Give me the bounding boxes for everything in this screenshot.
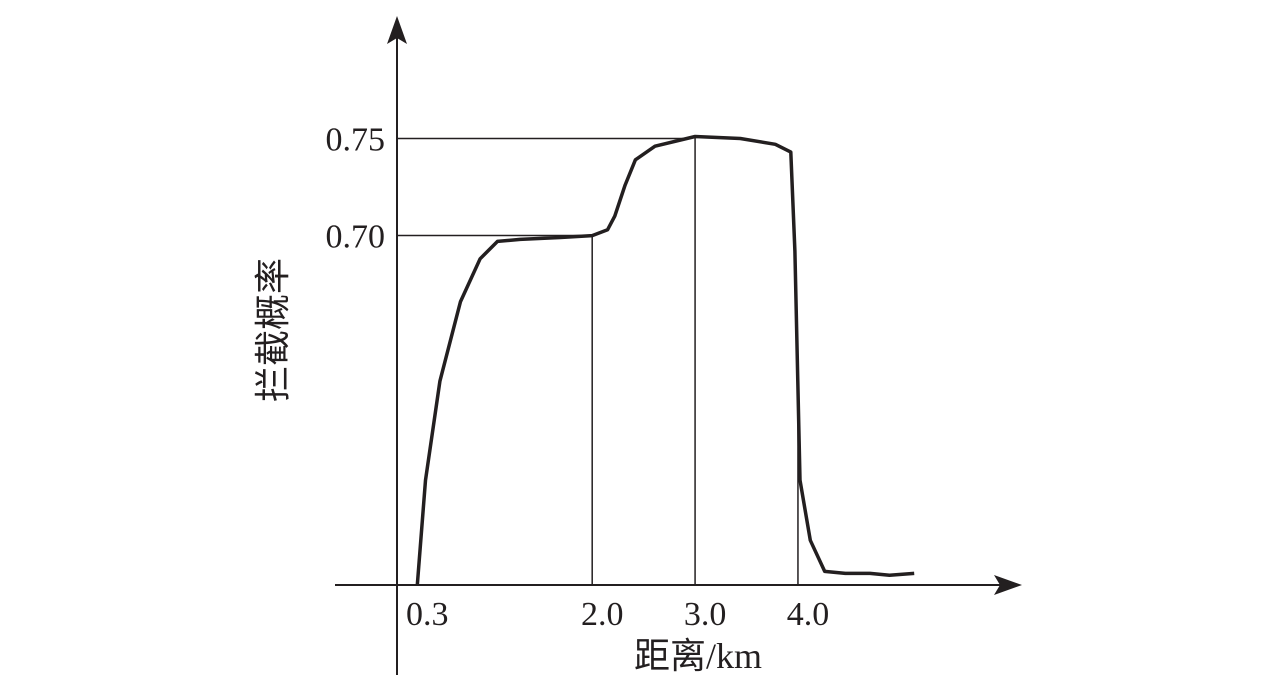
curve: [415, 134, 915, 586]
y-axis-arrow: [387, 16, 407, 44]
x-tick-label: 3.0: [684, 596, 727, 633]
x-axis-label: 距离/km: [634, 636, 762, 676]
x-axis-arrow: [994, 575, 1022, 595]
y-axis-label: 拦截概率: [253, 258, 293, 402]
y-tick-label: 0.70: [326, 219, 386, 256]
x-tick-label: 0.3: [406, 596, 449, 633]
x-tick-label: 4.0: [787, 596, 830, 633]
x-tick-label: 2.0: [581, 596, 624, 633]
y-tick-label: 0.75: [326, 121, 386, 158]
